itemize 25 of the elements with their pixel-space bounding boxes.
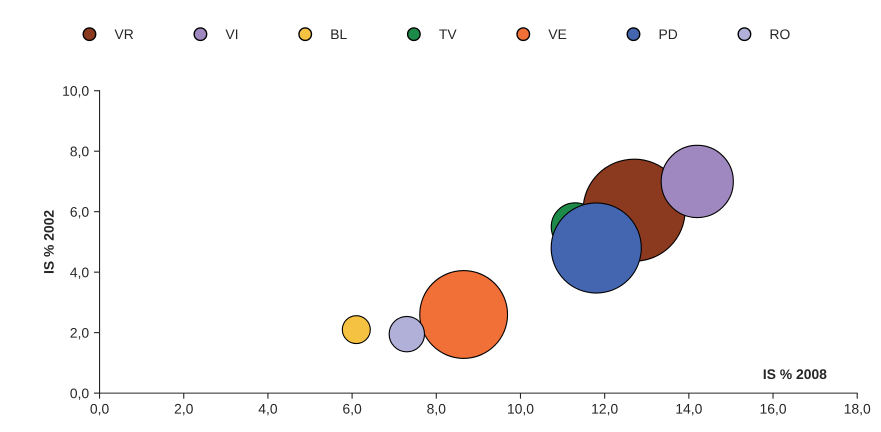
legend-label: VI (225, 29, 238, 40)
x-tick-label: 8,0 (427, 404, 446, 416)
x-tick-label: 14,0 (676, 404, 702, 416)
x-tick-label: 16,0 (760, 404, 786, 416)
x-tick-label: 4,0 (258, 404, 278, 416)
y-tick-label: 8,0 (70, 146, 89, 158)
legend-label: PD (660, 29, 678, 40)
y-tick-label: 10,0 (63, 86, 89, 98)
x-tick-label: 10,0 (508, 404, 534, 416)
y-axis-title: IS % 2002 (44, 210, 54, 274)
legend-label: VR (114, 29, 134, 40)
legend-label: RO (770, 29, 790, 40)
legend-label: TV (439, 29, 457, 40)
x-tick-label: 12,0 (592, 404, 618, 416)
y-tick-label: 6,0 (70, 207, 89, 218)
legend-label: VE (548, 29, 566, 40)
y-tick-label: 2,0 (70, 328, 89, 340)
x-axis-title: IS % 2008 (764, 369, 826, 380)
x-tick-label: 0,0 (90, 404, 109, 416)
y-tick-label: 0,0 (70, 388, 89, 400)
x-tick-label: 6,0 (343, 404, 362, 416)
x-tick-label: 18,0 (844, 404, 870, 416)
legend-label: BL (331, 29, 347, 40)
x-tick-label: 2,0 (174, 404, 193, 416)
y-tick-label: 4,0 (70, 267, 89, 279)
